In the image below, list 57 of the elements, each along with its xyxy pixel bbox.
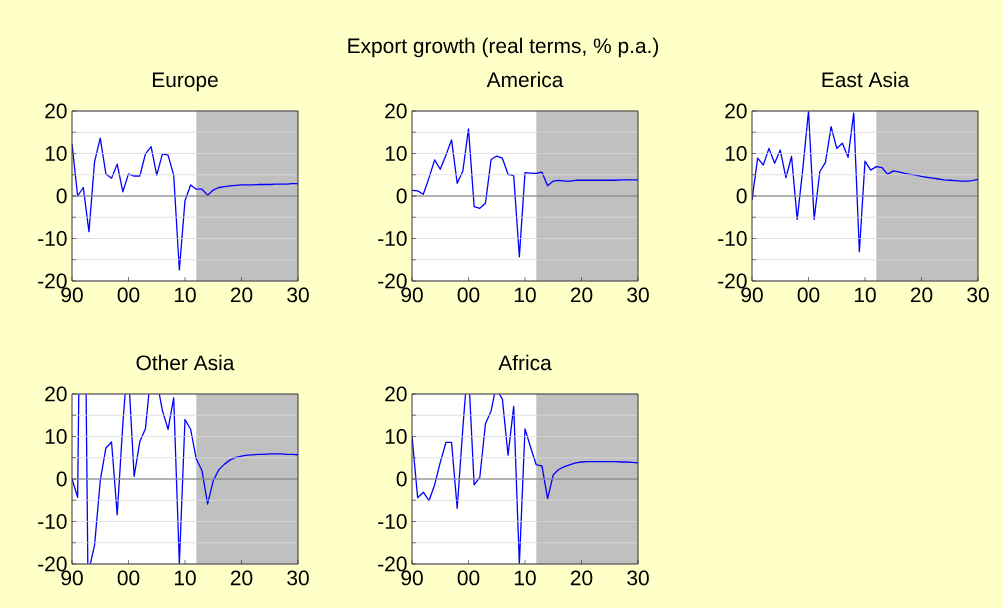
chart-title: Other Asia: [136, 354, 235, 371]
x-tick-label: 90: [61, 287, 83, 303]
x-tick-label: 10: [514, 287, 536, 303]
x-tick-label: 90: [401, 570, 423, 586]
x-tick-label: 20: [230, 287, 253, 303]
x-tick-label: 10: [514, 570, 536, 586]
y-tick-label: -20: [38, 556, 67, 572]
y-tick-label: 20: [45, 103, 67, 119]
y-tick-label: 0: [396, 188, 407, 204]
x-tick-label: 10: [174, 570, 196, 586]
x-tick-label: 20: [570, 570, 593, 586]
x-tick-label: 30: [627, 570, 649, 586]
y-tick-label: -10: [718, 231, 747, 246]
x-tick-label: 10: [174, 287, 196, 303]
y-tick-label: 10: [385, 146, 407, 161]
y-tick-label: 20: [385, 386, 407, 402]
chart-title: Africa: [498, 354, 552, 371]
y-tick-label: 10: [45, 146, 67, 161]
y-tick-label: 20: [385, 103, 407, 119]
y-tick-label: -20: [378, 556, 407, 572]
x-tick-label: 20: [230, 570, 253, 586]
x-tick-label: 20: [910, 287, 933, 303]
x-tick-label: 30: [967, 287, 989, 303]
y-tick-label: -20: [718, 273, 747, 289]
x-tick-label: 30: [287, 287, 309, 303]
x-tick-label: 30: [287, 570, 309, 586]
x-tick-label: 00: [797, 287, 820, 303]
y-tick-label: 20: [725, 103, 747, 119]
y-tick-label: -10: [378, 514, 407, 529]
chart-title: Europe: [152, 72, 218, 92]
x-tick-label: 00: [117, 287, 140, 303]
chart-title: East Asia: [822, 71, 910, 88]
x-tick-label: 30: [627, 287, 649, 303]
line-series: [752, 110, 979, 253]
y-tick-label: 10: [385, 429, 407, 444]
y-tick-label: -20: [38, 273, 67, 289]
x-tick-label: 00: [117, 570, 140, 586]
text: Export growth (real terms, % p.a.): [348, 37, 659, 58]
y-tick-label: -20: [378, 273, 407, 289]
y-tick-label: -10: [378, 231, 407, 246]
y-tick-label: 10: [725, 146, 747, 161]
x-tick-label: 00: [457, 287, 480, 303]
x-tick-label: 10: [854, 287, 876, 303]
y-tick-label: 0: [56, 471, 67, 487]
y-tick-label: -10: [38, 231, 67, 246]
x-tick-label: 90: [61, 570, 83, 586]
x-tick-label: 90: [401, 287, 423, 303]
x-tick-label: 00: [457, 570, 480, 586]
chart-title: America: [486, 71, 564, 88]
y-tick-label: 10: [45, 429, 67, 444]
y-tick-label: -10: [38, 514, 67, 529]
y-tick-label: 0: [396, 471, 407, 487]
x-tick-label: 90: [741, 287, 763, 303]
y-tick-label: 0: [736, 188, 747, 204]
y-tick-label: 20: [45, 386, 67, 402]
y-tick-label: 0: [56, 188, 67, 204]
x-tick-label: 20: [570, 287, 593, 303]
